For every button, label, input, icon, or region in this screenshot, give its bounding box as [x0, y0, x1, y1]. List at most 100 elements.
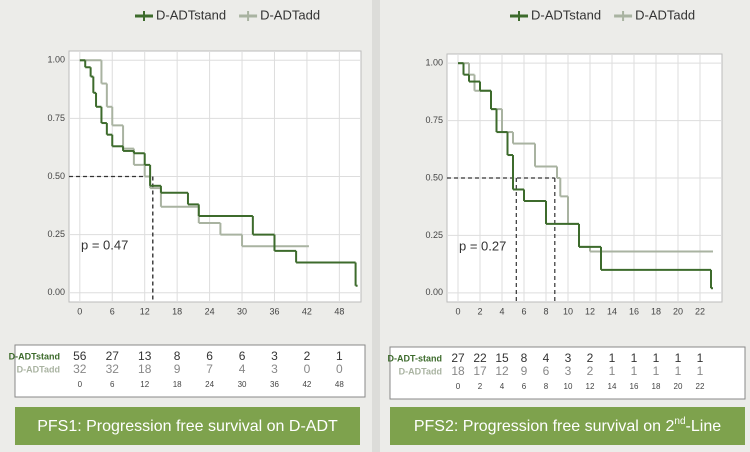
risk-row-name: D-ADTadd [399, 366, 442, 376]
legend-label: D-ADTstand [531, 7, 601, 22]
x-tick-label: 8 [543, 306, 548, 316]
risk-time: 18 [173, 380, 182, 389]
risk-time: 2 [478, 382, 483, 391]
x-tick-label: 2 [477, 306, 482, 316]
risk-value: 18 [138, 362, 152, 376]
x-tick-label: 42 [302, 306, 312, 316]
risk-value: 1 [631, 351, 638, 365]
risk-time: 42 [302, 380, 311, 389]
risk-time: 20 [674, 382, 683, 391]
y-tick-label: 0.25 [425, 230, 443, 240]
annotation: p = 0.47 [81, 238, 128, 253]
risk-value: 13 [138, 349, 152, 363]
x-tick-label: 0 [455, 306, 460, 316]
annotation: p = 0.27 [459, 238, 506, 253]
risk-time: 0 [456, 382, 461, 391]
risk-value: 1 [675, 351, 682, 365]
risk-value: 2 [304, 349, 311, 363]
risk-value: 1 [697, 351, 704, 365]
risk-value: 1 [631, 364, 638, 378]
risk-value: 8 [174, 349, 181, 363]
footer-part: PFS1: Progression free survival on D-ADT [37, 418, 338, 435]
footer-part: -Line [686, 418, 722, 435]
risk-value: 1 [653, 351, 660, 365]
x-tick-label: 18 [172, 306, 182, 316]
risk-value: 9 [174, 362, 181, 376]
x-tick-label: 10 [563, 306, 573, 316]
risk-value: 7 [206, 362, 213, 376]
y-tick-label: 0.75 [47, 113, 65, 123]
risk-value: 1 [697, 364, 704, 378]
risk-value: 2 [587, 351, 594, 365]
risk-time: 18 [652, 382, 661, 391]
risk-value: 56 [73, 349, 87, 363]
risk-time: 10 [564, 382, 573, 391]
risk-time: 16 [630, 382, 639, 391]
x-tick-label: 18 [651, 306, 661, 316]
risk-time: 6 [110, 380, 115, 389]
y-tick-label: 0.25 [47, 229, 65, 239]
risk-time: 48 [335, 380, 344, 389]
y-tick-label: 1.00 [425, 58, 443, 68]
risk-value: 6 [206, 349, 213, 363]
risk-time: 12 [586, 382, 595, 391]
y-tick-label: 1.00 [47, 55, 65, 65]
footer-part: nd [674, 416, 685, 427]
x-tick-label: 14 [607, 306, 617, 316]
x-tick-label: 22 [695, 306, 705, 316]
risk-value: 1 [653, 364, 660, 378]
risk-time: 4 [500, 382, 505, 391]
risk-row-name: D-ADTstand [9, 351, 60, 361]
risk-value: 6 [239, 349, 246, 363]
risk-value: 1 [609, 364, 616, 378]
x-tick-label: 20 [673, 306, 683, 316]
risk-table [389, 346, 746, 400]
footer: PFS2: Progression free survival on 2nd-L… [414, 416, 721, 436]
risk-value: 1 [675, 364, 682, 378]
risk-value: 6 [543, 364, 550, 378]
y-tick-label: 0.75 [425, 115, 443, 125]
x-tick-label: 24 [205, 306, 215, 316]
risk-value: 22 [473, 351, 487, 365]
risk-value: 4 [543, 351, 550, 365]
risk-table [14, 344, 366, 398]
footer: PFS1: Progression free survival on D-ADT [37, 418, 338, 435]
risk-value: 9 [521, 364, 528, 378]
risk-value: 15 [495, 351, 509, 365]
risk-row-name: D-ADT-stand [388, 353, 443, 363]
risk-value: 1 [609, 351, 616, 365]
risk-row-name: D-ADTadd [17, 364, 60, 374]
legend-label: D-ADTstand [156, 7, 226, 22]
risk-value: 32 [106, 362, 120, 376]
risk-value: 1 [336, 349, 343, 363]
risk-value: 4 [239, 362, 246, 376]
risk-value: 8 [521, 351, 528, 365]
y-tick-label: 0.00 [47, 287, 65, 297]
risk-value: 27 [106, 349, 120, 363]
legend-label: D-ADTadd [260, 7, 320, 22]
risk-time: 8 [544, 382, 549, 391]
y-tick-label: 0.50 [425, 172, 443, 182]
x-tick-label: 0 [77, 306, 82, 316]
risk-time: 0 [78, 380, 83, 389]
x-tick-label: 4 [499, 306, 504, 316]
risk-time: 6 [522, 382, 527, 391]
risk-value: 18 [451, 364, 465, 378]
risk-time: 14 [608, 382, 617, 391]
legend-label: D-ADTadd [635, 7, 695, 22]
risk-value: 0 [336, 362, 343, 376]
risk-time: 30 [238, 380, 247, 389]
risk-value: 3 [565, 351, 572, 365]
footer-box [15, 407, 360, 445]
risk-value: 3 [271, 362, 278, 376]
x-tick-label: 36 [269, 306, 279, 316]
x-tick-label: 6 [110, 306, 115, 316]
x-tick-label: 12 [585, 306, 595, 316]
footer-part: PFS2: Progression free survival on 2 [414, 418, 675, 435]
x-tick-label: 6 [521, 306, 526, 316]
risk-time: 22 [696, 382, 705, 391]
risk-value: 12 [495, 364, 509, 378]
y-tick-label: 0.00 [425, 287, 443, 297]
risk-value: 2 [587, 364, 594, 378]
